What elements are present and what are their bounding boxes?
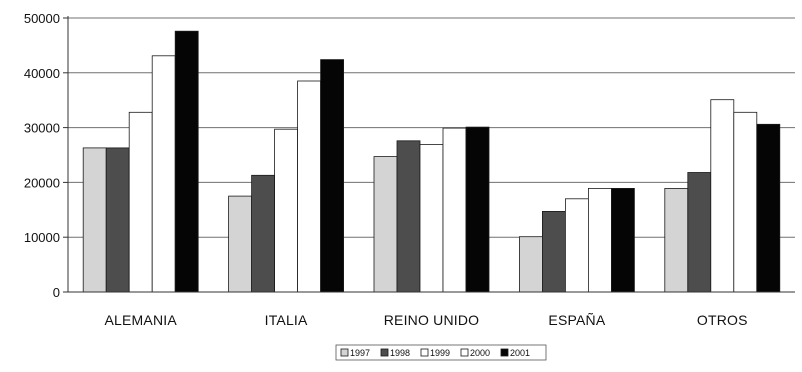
bar-italia-2001 — [320, 59, 345, 293]
bar-alemania-2000 — [151, 55, 176, 293]
bar-alemania-1997 — [82, 147, 107, 293]
y-tick-label: 20000 — [24, 175, 60, 190]
bar-alemania-2001 — [174, 30, 199, 293]
legend-swatch-2000 — [460, 348, 469, 357]
y-tick-label: 0 — [53, 285, 60, 300]
axes — [63, 16, 795, 293]
legend-swatch-1997 — [340, 348, 349, 357]
legend-label-2001: 2001 — [510, 348, 530, 358]
bar-reino-unido-1997 — [373, 156, 398, 293]
bar-reino-unido-2001 — [465, 126, 490, 293]
x-category-labels: ALEMANIA ITALIA REINO UNIDO ESPAÑA OTROS — [104, 312, 747, 328]
bar-reino-unido-2000 — [442, 127, 467, 293]
x-category-label: ESPAÑA — [548, 312, 605, 328]
bar-reino-unido-1999 — [419, 144, 444, 293]
y-tick-label: 50000 — [24, 11, 60, 26]
bar-italia-2000 — [297, 80, 322, 293]
bar-espana-1997 — [519, 236, 543, 293]
legend-swatch-1999 — [420, 348, 429, 357]
bar-espana-1998 — [542, 210, 566, 293]
bar-italia-1999 — [274, 128, 299, 293]
legend-label-1999: 1999 — [430, 348, 450, 358]
legend-label-1998: 1998 — [390, 348, 410, 358]
bar-alemania-1998 — [105, 147, 130, 293]
legend-label-1997: 1997 — [350, 348, 370, 358]
legend-label-2000: 2000 — [470, 348, 490, 358]
y-tick-label: 40000 — [24, 66, 60, 81]
x-category-label: ALEMANIA — [104, 312, 177, 328]
legend-swatch-2001 — [500, 348, 509, 357]
bar-otros-1998 — [687, 172, 712, 293]
legend-box — [335, 344, 547, 361]
bar-alemania-1999 — [128, 111, 153, 293]
y-tick-label: 30000 — [24, 121, 60, 136]
bar-espana-2001 — [611, 187, 635, 293]
legend-swatch-1998 — [380, 348, 389, 357]
x-category-label: REINO UNIDO — [384, 312, 480, 328]
bar-italia-1998 — [251, 174, 276, 293]
bar-otros-2001 — [756, 123, 781, 293]
bar-italia-1997 — [228, 195, 253, 293]
bar-espana-2000 — [588, 187, 612, 293]
x-category-label: ITALIA — [265, 312, 308, 328]
bar-reino-unido-1998 — [396, 140, 421, 293]
bar-otros-1997 — [664, 187, 689, 293]
bar-espana-1999 — [565, 198, 589, 293]
y-tick-label: 10000 — [24, 230, 60, 245]
bars — [82, 30, 781, 293]
bar-otros-2000 — [733, 111, 758, 293]
legend: 1997 1998 1999 2000 2001 — [335, 344, 547, 361]
x-category-label: OTROS — [697, 312, 748, 328]
y-tick-labels: 0 10000 20000 30000 40000 50000 — [24, 11, 60, 300]
bar-otros-1999 — [710, 99, 735, 293]
